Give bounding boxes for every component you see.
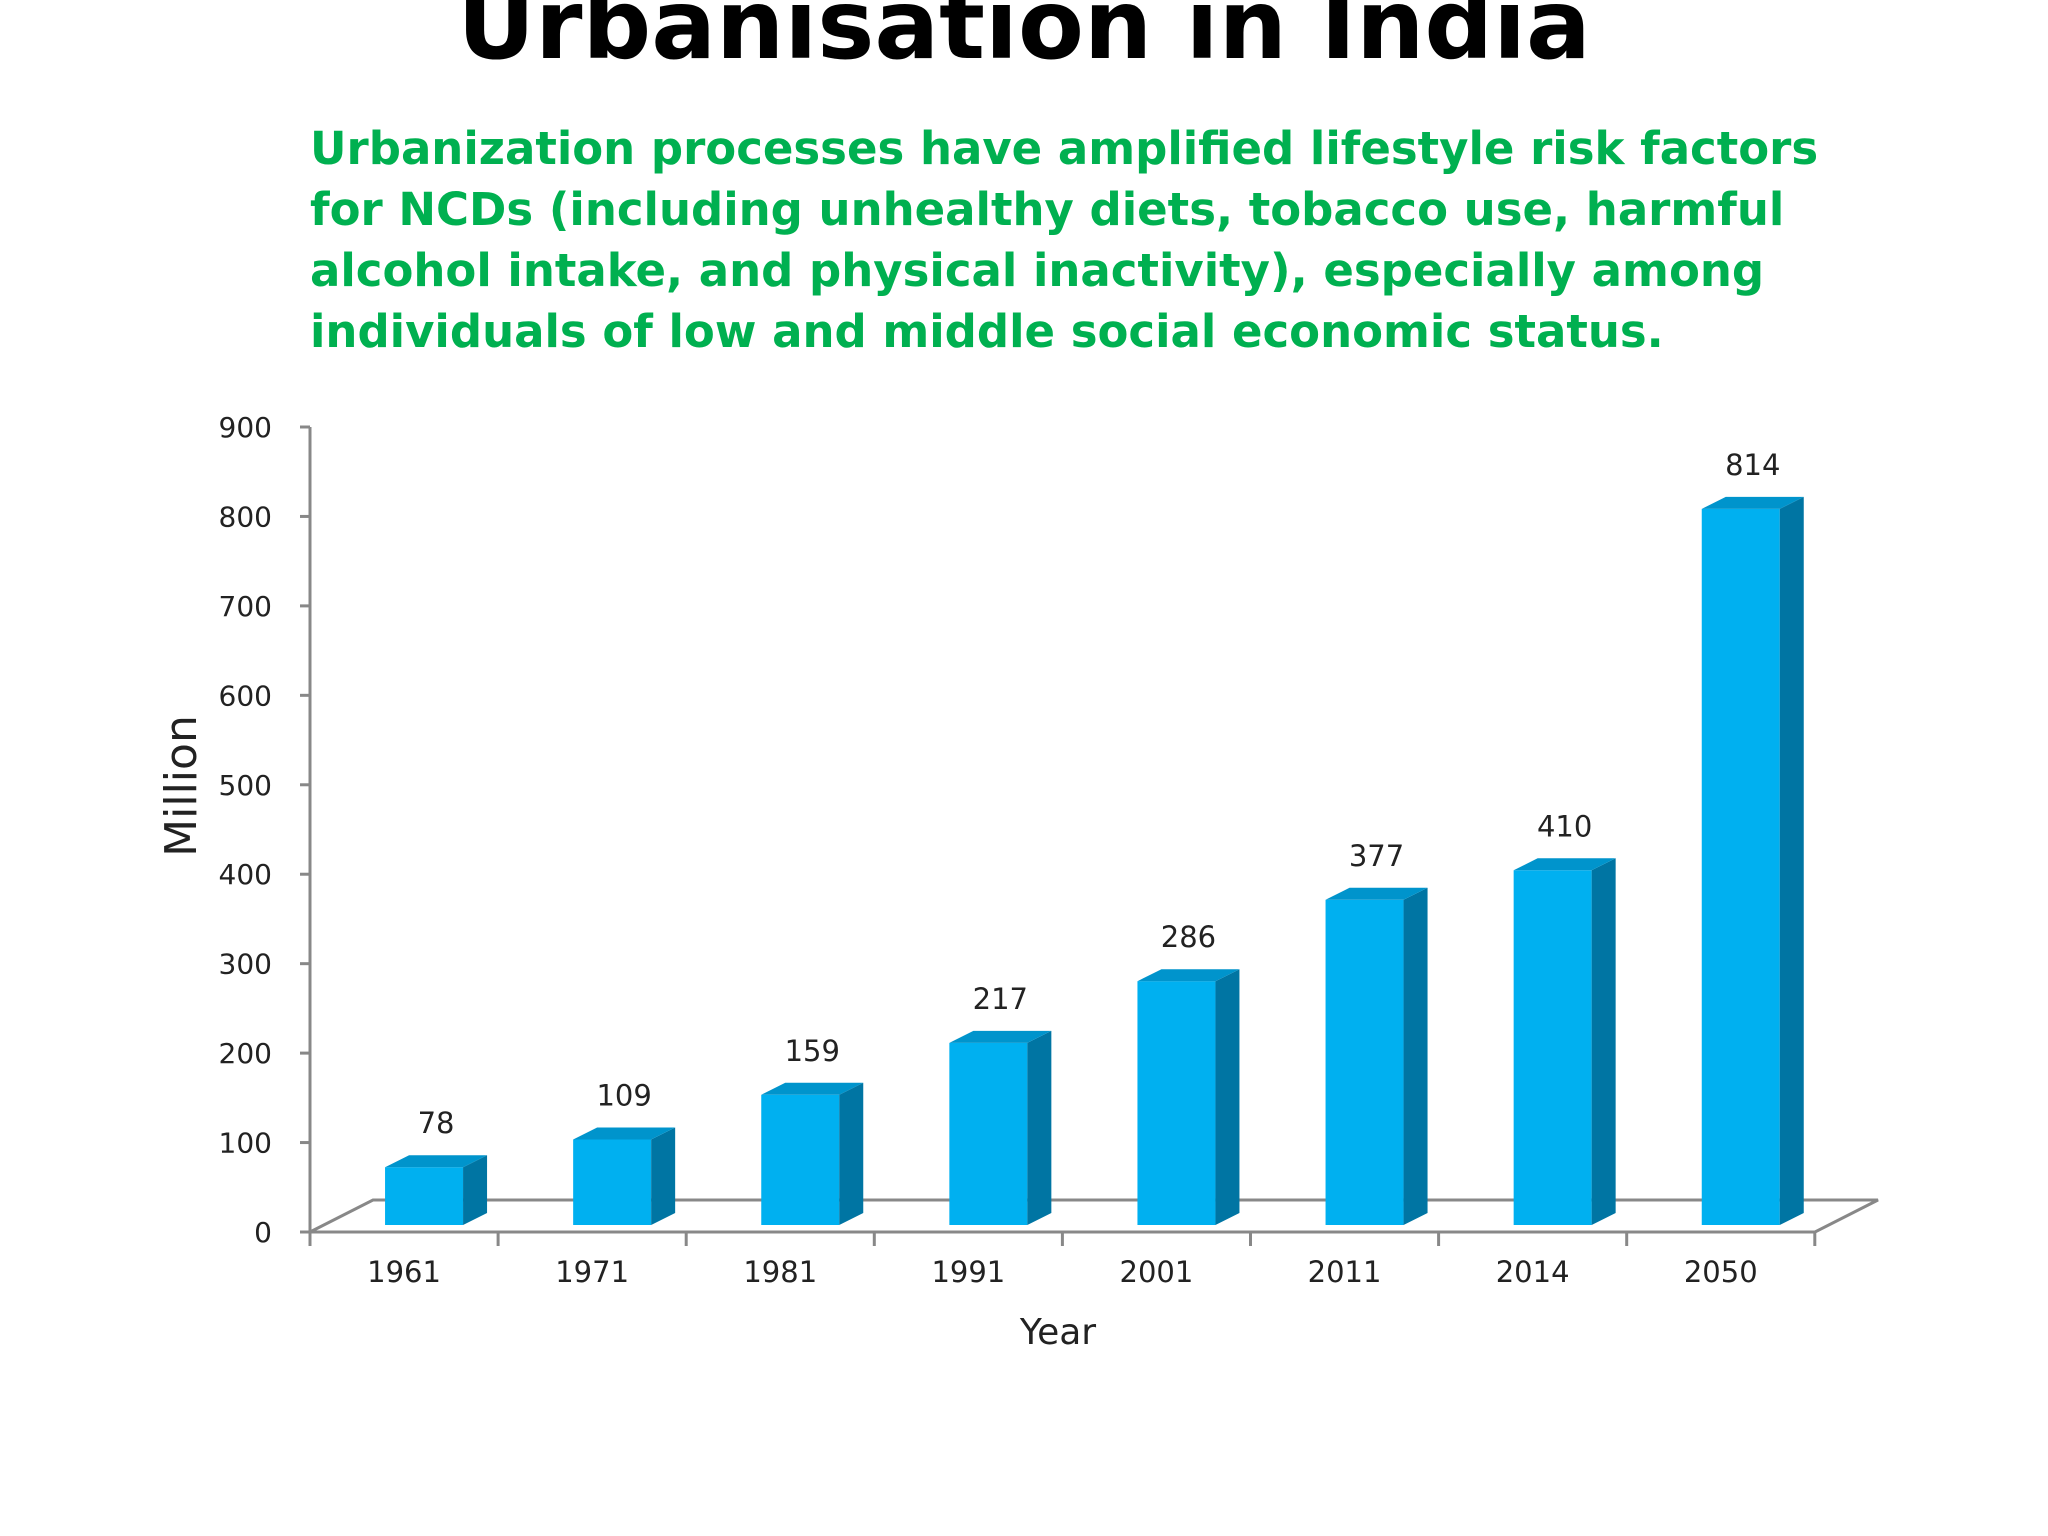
x-tick-label: 2014	[1496, 1255, 1570, 1289]
bar-side	[1403, 887, 1428, 1225]
bar-front	[1325, 899, 1404, 1225]
bar	[1701, 496, 1804, 1225]
y-tick-label: 600	[219, 679, 272, 712]
bar-front	[1137, 981, 1216, 1225]
bar-front	[1513, 870, 1592, 1225]
slide-title: Urbanisation in India	[457, 0, 1591, 81]
bar-top	[385, 1155, 488, 1168]
y-axis-title: Million	[156, 715, 207, 857]
bar-top	[1325, 887, 1428, 900]
y-tick-label: 100	[219, 1127, 272, 1160]
bars	[385, 496, 1804, 1225]
data-label: 286	[1161, 920, 1216, 954]
x-tick-label: 1971	[555, 1255, 629, 1289]
labels: 0 100 200 300 400 500 600 700 800 900 78 1961 109 197…	[156, 411, 1780, 1353]
y-tick-label: 300	[219, 948, 272, 981]
y-tick-label: 500	[219, 769, 272, 802]
bar	[1137, 969, 1240, 1225]
bar-front	[1701, 508, 1780, 1225]
x-tick-label: 1981	[743, 1255, 817, 1289]
data-label: 217	[973, 982, 1028, 1016]
bar-side	[839, 1082, 864, 1225]
bar-front	[949, 1042, 1028, 1225]
bar-side	[1591, 858, 1616, 1225]
y-tick-label: 900	[219, 411, 272, 444]
x-tick-label: 1991	[931, 1255, 1005, 1289]
bar	[1513, 858, 1616, 1225]
slide-subtitle: Urbanization processes have amplified li…	[310, 122, 1819, 358]
bar	[1325, 887, 1428, 1225]
bar	[385, 1155, 488, 1225]
data-label: 814	[1725, 448, 1780, 482]
bar-side	[651, 1127, 676, 1225]
data-label: 78	[418, 1106, 455, 1140]
bar-top	[761, 1082, 864, 1095]
chart-floor	[309, 1198, 1879, 1234]
bar-top	[1513, 858, 1616, 871]
bar-top	[573, 1127, 676, 1140]
bar-side	[1779, 496, 1804, 1225]
bar-top	[1137, 969, 1240, 982]
bar-side	[1215, 969, 1240, 1225]
axes	[300, 425, 1879, 1246]
data-label: 159	[785, 1034, 840, 1068]
bar-top	[1701, 496, 1804, 509]
bar-top	[949, 1030, 1052, 1043]
bar-front	[573, 1139, 652, 1225]
bar-front	[385, 1167, 464, 1225]
y-tick-label: 200	[219, 1037, 272, 1070]
x-axis-title: Year	[1019, 1312, 1096, 1353]
y-tick-label: 800	[219, 500, 272, 533]
data-label: 410	[1537, 809, 1592, 843]
x-tick-label: 1961	[367, 1255, 441, 1289]
y-tick-label: 400	[219, 858, 272, 891]
bar-side	[1027, 1030, 1052, 1225]
x-tick-label: 2001	[1120, 1255, 1194, 1289]
x-tick-label: 2050	[1684, 1255, 1758, 1289]
data-label: 377	[1349, 839, 1404, 873]
bar-side	[463, 1155, 488, 1225]
y-tick-label: 0	[254, 1216, 272, 1249]
bar	[573, 1127, 676, 1225]
x-tick-label: 2011	[1308, 1255, 1382, 1289]
bar-front	[761, 1094, 840, 1225]
bar	[761, 1082, 864, 1225]
data-label: 109	[596, 1079, 651, 1113]
y-tick-label: 700	[219, 590, 272, 623]
bar	[949, 1030, 1052, 1225]
